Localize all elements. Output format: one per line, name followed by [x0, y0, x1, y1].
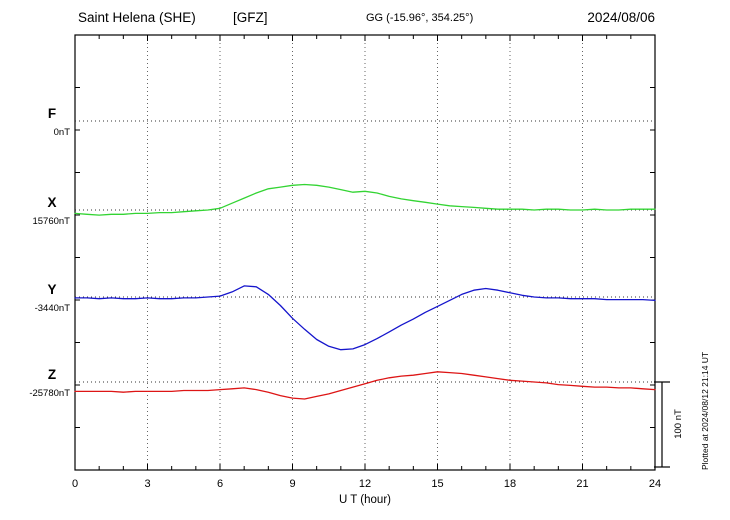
- x-tick-label: 0: [72, 478, 78, 490]
- station-title: Saint Helena (SHE): [78, 10, 196, 25]
- trace-Y: [74, 285, 656, 351]
- trace-Z: [74, 371, 656, 400]
- component-baseline-value-F: 0nT: [54, 127, 71, 138]
- x-tick-label: 3: [144, 478, 150, 490]
- geographic-coords-label: GG (-15.96°, 354.25°): [366, 12, 473, 24]
- x-tick-label: 12: [359, 478, 371, 490]
- x-axis-title: U T (hour): [339, 494, 391, 506]
- component-traces: [74, 183, 656, 400]
- component-letter-X: X: [47, 195, 56, 210]
- scale-bar: 100 nT: [654, 381, 684, 468]
- component-baseline-value-Y: -3440nT: [35, 303, 71, 314]
- component-letter-F: F: [48, 106, 56, 121]
- x-tick-label: 15: [431, 478, 443, 490]
- component-letter-Y: Y: [47, 282, 56, 297]
- plotted-at-note: Plotted at 2024/08/12 21:14 UT: [700, 352, 710, 470]
- institute-label: [GFZ]: [233, 10, 268, 25]
- date-label: 2024/08/06: [587, 10, 655, 25]
- grid-and-ticks: [75, 35, 655, 470]
- trace-X: [74, 183, 656, 216]
- x-tick-label: 24: [649, 478, 661, 490]
- component-baseline-value-Z: -25780nT: [29, 388, 70, 399]
- plot-border: [74, 34, 656, 471]
- x-axis-tick-labels: 0 3 6 9 12 15 18 21 24: [72, 478, 661, 490]
- x-tick-label: 21: [576, 478, 588, 490]
- scale-bar-label: 100 nT: [673, 409, 684, 439]
- component-labels: F 0nT X 15760nT Y -3440nT Z -25780nT: [29, 106, 70, 399]
- x-tick-label: 6: [217, 478, 223, 490]
- x-tick-label: 18: [504, 478, 516, 490]
- component-baseline-value-X: 15760nT: [32, 216, 70, 227]
- x-tick-label: 9: [289, 478, 295, 490]
- component-letter-Z: Z: [48, 367, 56, 382]
